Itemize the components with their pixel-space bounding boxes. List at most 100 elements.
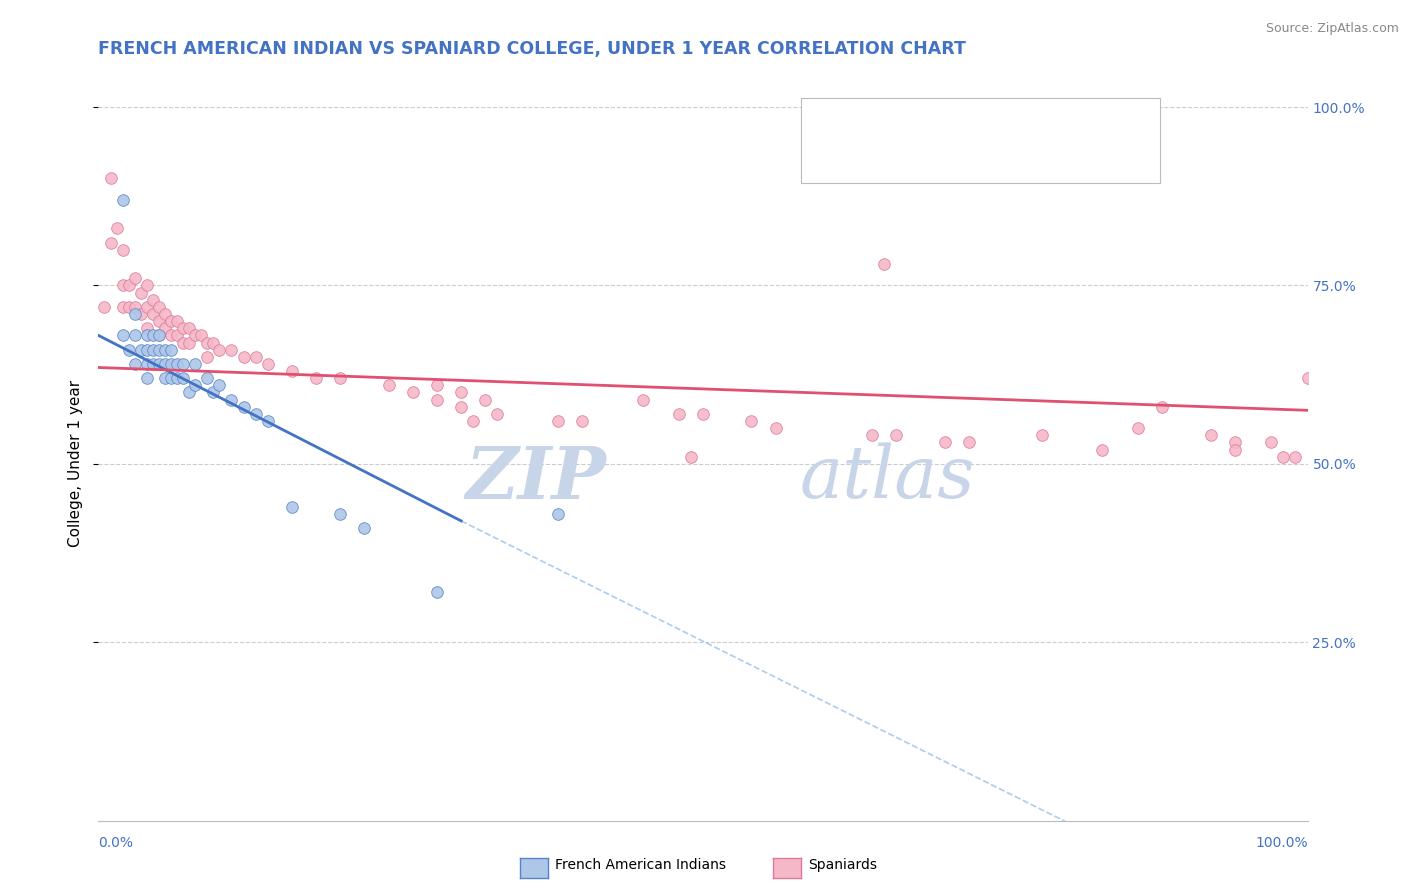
Text: Spaniards: Spaniards xyxy=(808,858,877,872)
Point xyxy=(124,328,146,343)
Point xyxy=(281,364,304,378)
Point xyxy=(1272,450,1295,464)
Point xyxy=(1284,450,1306,464)
Point xyxy=(179,385,201,400)
Point xyxy=(190,328,212,343)
Point xyxy=(860,428,883,442)
Point xyxy=(100,171,122,186)
Point xyxy=(172,321,194,335)
Point xyxy=(1152,400,1174,414)
Point xyxy=(208,343,231,357)
Text: ZIP: ZIP xyxy=(465,442,606,514)
Point xyxy=(124,357,146,371)
Point xyxy=(166,328,188,343)
Point xyxy=(172,371,194,385)
Point xyxy=(153,307,176,321)
Point xyxy=(148,300,170,314)
Point xyxy=(105,221,128,235)
Point xyxy=(426,392,449,407)
Point xyxy=(148,343,170,357)
Point xyxy=(668,407,690,421)
Text: atlas: atlas xyxy=(800,442,976,514)
Point xyxy=(1128,421,1150,435)
Point xyxy=(142,357,165,371)
Point xyxy=(631,392,654,407)
Point xyxy=(166,371,188,385)
Point xyxy=(474,392,496,407)
Text: R =  -0.374: R = -0.374 xyxy=(856,115,939,129)
Point xyxy=(135,371,157,385)
Point xyxy=(1260,435,1282,450)
Point xyxy=(873,257,896,271)
Point xyxy=(184,328,207,343)
Point xyxy=(148,357,170,371)
Point xyxy=(679,450,702,464)
Point xyxy=(135,357,157,371)
Point xyxy=(1296,371,1319,385)
Point xyxy=(148,328,170,343)
Point xyxy=(148,328,170,343)
Point xyxy=(93,300,115,314)
Point xyxy=(160,343,183,357)
Point xyxy=(256,414,278,428)
Point xyxy=(166,314,188,328)
Point xyxy=(463,414,485,428)
Point xyxy=(377,378,399,392)
Point xyxy=(195,371,218,385)
Point xyxy=(547,507,569,521)
Point xyxy=(111,300,134,314)
Point xyxy=(124,300,146,314)
Point xyxy=(208,378,231,392)
Point xyxy=(547,414,569,428)
Point xyxy=(135,328,157,343)
Point xyxy=(329,371,352,385)
Point xyxy=(305,371,328,385)
Point xyxy=(281,500,304,514)
Point xyxy=(245,350,267,364)
Point xyxy=(111,278,134,293)
Point xyxy=(160,357,183,371)
Point xyxy=(153,357,176,371)
Point xyxy=(124,307,146,321)
Point xyxy=(129,285,152,300)
Point xyxy=(153,371,176,385)
Point xyxy=(256,357,278,371)
Point xyxy=(179,335,201,350)
Point xyxy=(195,335,218,350)
Point xyxy=(245,407,267,421)
Point xyxy=(100,235,122,250)
Point xyxy=(129,343,152,357)
Point xyxy=(765,421,787,435)
Point xyxy=(426,378,449,392)
Point xyxy=(179,321,201,335)
Point xyxy=(153,343,176,357)
Point xyxy=(135,300,157,314)
Text: Source: ZipAtlas.com: Source: ZipAtlas.com xyxy=(1265,22,1399,36)
Point xyxy=(1223,435,1246,450)
Point xyxy=(160,371,183,385)
Point xyxy=(450,400,472,414)
Point xyxy=(166,357,188,371)
Text: FRENCH AMERICAN INDIAN VS SPANIARD COLLEGE, UNDER 1 YEAR CORRELATION CHART: FRENCH AMERICAN INDIAN VS SPANIARD COLLE… xyxy=(98,40,966,58)
Point xyxy=(160,314,183,328)
Point xyxy=(1199,428,1222,442)
Text: R =  -0.049: R = -0.049 xyxy=(856,149,939,163)
Text: 0.0%: 0.0% xyxy=(98,836,134,850)
Point xyxy=(571,414,593,428)
Point xyxy=(172,335,194,350)
Point xyxy=(232,400,254,414)
Point xyxy=(118,278,141,293)
Point xyxy=(184,378,207,392)
Point xyxy=(353,521,375,535)
Point xyxy=(450,385,472,400)
Point xyxy=(957,435,980,450)
Point xyxy=(124,271,146,285)
Point xyxy=(153,321,176,335)
Point xyxy=(195,350,218,364)
Point xyxy=(172,357,194,371)
Point xyxy=(142,307,165,321)
Point xyxy=(129,307,152,321)
Point xyxy=(221,343,243,357)
Point xyxy=(486,407,509,421)
Point xyxy=(692,407,714,421)
